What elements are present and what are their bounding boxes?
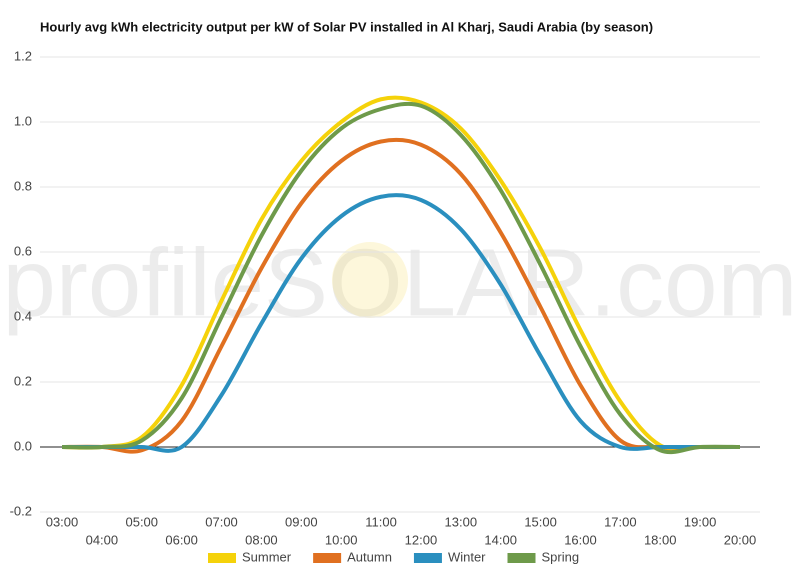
legend-label: Autumn (347, 549, 392, 564)
x-tick-label: 05:00 (125, 514, 158, 529)
y-tick-label: 0.2 (14, 373, 32, 388)
y-tick-label: 0.6 (14, 243, 32, 258)
legend-label: Spring (542, 549, 580, 564)
legend-swatch (208, 553, 236, 563)
x-tick-label: 06:00 (165, 532, 198, 547)
y-tick-label: -0.2 (10, 503, 32, 518)
x-tick-label: 18:00 (644, 532, 677, 547)
x-tick-label: 17:00 (604, 514, 637, 529)
y-tick-label: 1.2 (14, 48, 32, 63)
legend-swatch (507, 553, 536, 563)
chart-title: Hourly avg kWh electricity output per kW… (40, 19, 653, 34)
y-tick-label: 0.0 (14, 438, 32, 453)
series-line (61, 95, 741, 452)
x-tick-label: 12:00 (405, 532, 438, 547)
series-line (62, 193, 740, 453)
x-tick-label: 03:00 (46, 514, 79, 529)
y-tick-label: 0.8 (14, 178, 32, 193)
x-tick-label: 10:00 (325, 532, 358, 547)
x-tick-label: 15:00 (524, 514, 557, 529)
legend-swatch (413, 553, 442, 563)
series-line (61, 101, 741, 455)
legend-label: Winter (448, 549, 486, 564)
x-tick-label: 19:00 (684, 514, 717, 529)
x-tick-label: 14:00 (484, 532, 517, 547)
x-tick-label: 04:00 (86, 532, 119, 547)
legend-label: Summer (242, 549, 292, 564)
watermark: profileSOLAR.com (3, 229, 798, 336)
x-tick-label: 07:00 (205, 514, 238, 529)
y-tick-label: 0.4 (14, 308, 32, 323)
x-tick-label: 20:00 (724, 532, 757, 547)
watermark-sun (332, 242, 408, 318)
x-tick-label: 08:00 (245, 532, 278, 547)
x-tick-label: 16:00 (564, 532, 597, 547)
x-tick-label: 09:00 (285, 514, 318, 529)
legend-swatch (313, 553, 342, 563)
y-tick-label: 1.0 (14, 113, 32, 128)
series-line (61, 137, 740, 454)
x-tick-label: 13:00 (445, 514, 478, 529)
x-tick-label: 11:00 (365, 514, 397, 529)
